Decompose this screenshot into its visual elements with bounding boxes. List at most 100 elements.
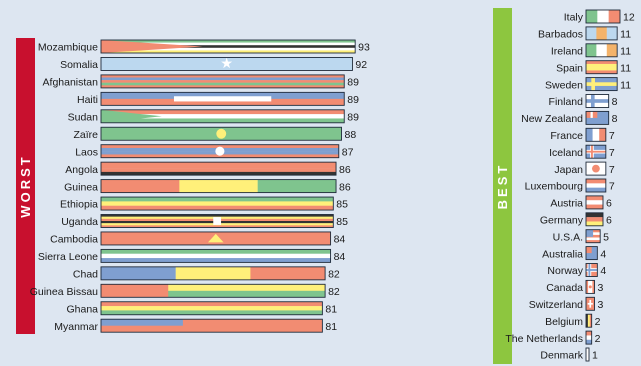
bar-outline-barbados: [585, 26, 618, 41]
bar-label-ghana: Ghana: [66, 303, 98, 315]
bar-outline-cambodia: [100, 231, 332, 246]
bar-label-haiti: Haiti: [77, 94, 98, 106]
bar-label-the-netherlands: The Netherlands: [505, 333, 583, 345]
bar-value-new-zealand: 8: [612, 113, 618, 125]
bar-outline-switzerland: [585, 296, 595, 311]
bar-label-somalia: Somalia: [60, 59, 98, 71]
bar-new-zealand: [586, 111, 609, 125]
bar-value-finland: 8: [612, 96, 618, 108]
bar-label-belgium: Belgium: [545, 316, 583, 328]
bar-label-sierra-leone: Sierra Leone: [38, 251, 98, 263]
bar-value-norway: 4: [600, 265, 606, 277]
bar-chad: [101, 266, 326, 280]
bar-value-angola: 86: [339, 164, 351, 176]
bar-value-somalia: 92: [355, 59, 367, 71]
bar-outline-angola: [100, 161, 337, 176]
bar-the-netherlands: [586, 331, 592, 345]
bar-value-france: 7: [609, 130, 615, 142]
bar-label-guinea-bissau: Guinea Bissau: [30, 286, 98, 298]
bar-outline-japan: [585, 161, 607, 176]
bar-luxembourg: [586, 179, 606, 192]
bar-value-cambodia: 84: [334, 234, 346, 246]
bar-outline-denmark: [585, 347, 590, 362]
bar-label-spain: Spain: [556, 62, 583, 74]
bar-value-the-netherlands: 2: [595, 333, 601, 345]
bar-outline-chad: [100, 266, 326, 281]
worst-side-bar: [16, 38, 35, 334]
bar-label-norway: Norway: [547, 265, 583, 277]
bar-australia: [586, 246, 598, 260]
bar-haiti: [101, 92, 345, 106]
bar-u-s-a: [586, 229, 601, 243]
bar-value-sudan: 89: [347, 111, 359, 123]
bar-japan: [586, 162, 606, 176]
bar-outline-sierra-leone: [100, 248, 332, 263]
bar-value-guinea-bissau: 82: [328, 286, 340, 298]
bar-belgium: [586, 314, 592, 328]
bar-somalia: ★: [101, 56, 353, 72]
bar-italy: [586, 10, 620, 23]
bar-outline-ethiopia: [100, 196, 334, 211]
bar-label-chad: Chad: [73, 269, 98, 281]
bar-germany: [586, 212, 603, 226]
bar-label-canada: Canada: [546, 282, 583, 294]
bar-outline-the-netherlands: [585, 330, 593, 345]
bar-value-austria: 6: [606, 198, 612, 210]
bar-label-france: France: [550, 130, 583, 142]
bar-label-ethiopia: Ethiopia: [60, 199, 98, 211]
bar-france: [586, 128, 606, 142]
bar-value-afghanistan: 89: [347, 77, 359, 89]
bar-label-u-s-a: U.S.A.: [553, 231, 583, 243]
bar-austria: [586, 195, 603, 209]
bar-label-uganda: Uganda: [61, 216, 98, 228]
bar-label-sudan: Sudan: [68, 111, 99, 123]
bar-sierra-leone: [101, 249, 331, 263]
bar-outline-new-zealand: [585, 110, 610, 125]
bar-outline-iceland: [585, 144, 607, 159]
bar-value-switzerland: 3: [597, 299, 603, 311]
bar-outline-austria: [585, 195, 604, 210]
bar-outline-u-s-a: [585, 229, 601, 244]
bar-label-iceland: Iceland: [549, 147, 583, 159]
bar-value-australia: 4: [600, 248, 606, 260]
bar-label-australia: Australia: [542, 248, 583, 260]
bar-label-myanmar: Myanmar: [54, 321, 98, 333]
bar-value-chad: 82: [328, 269, 340, 281]
bar-label-denmark: Denmark: [540, 350, 583, 362]
bar-uganda: [101, 214, 334, 228]
bar-value-germany: 6: [606, 214, 612, 226]
best-side-title: BEST: [495, 163, 510, 210]
bar-outline-australia: [585, 246, 598, 261]
svg-text:★: ★: [220, 56, 233, 72]
bar-label-switzerland: Switzerland: [529, 299, 583, 311]
bar-value-japan: 7: [609, 164, 615, 176]
bar-outline-myanmar: [100, 318, 323, 333]
bar-value-ghana: 81: [325, 303, 337, 315]
bar-iceland: [586, 145, 606, 159]
bar-label-ireland: Ireland: [551, 45, 583, 57]
bar-ethiopia: [101, 197, 334, 211]
bar-label-mozambique: Mozambique: [38, 42, 98, 54]
bar-outline-luxembourg: [585, 178, 607, 193]
bar-value-denmark: 1: [592, 350, 598, 362]
bar-outline-guinea: [100, 179, 337, 194]
bar-value-za-re: 88: [345, 129, 357, 141]
bar-outline-sweden: [585, 77, 618, 92]
bar-outline-laos: [100, 144, 340, 159]
bar-angola: [101, 162, 337, 176]
bar-value-ireland: 11: [620, 45, 631, 57]
bar-value-guinea: 86: [339, 181, 351, 193]
bar-value-mozambique: 93: [358, 42, 370, 54]
bar-label-luxembourg: Luxembourg: [525, 181, 584, 193]
worst-bars: Mozambique 93 Somalia ★ 92 Afghanistan 89 Haiti…: [30, 39, 370, 333]
bar-value-spain: 11: [620, 62, 631, 74]
bar-norway: [586, 263, 598, 277]
bar-value-uganda: 85: [336, 216, 348, 228]
bar-outline-canada: [585, 279, 595, 294]
bar-mozambique: [101, 40, 356, 53]
bar-sudan: [101, 109, 345, 123]
bar-value-ethiopia: 85: [336, 199, 348, 211]
